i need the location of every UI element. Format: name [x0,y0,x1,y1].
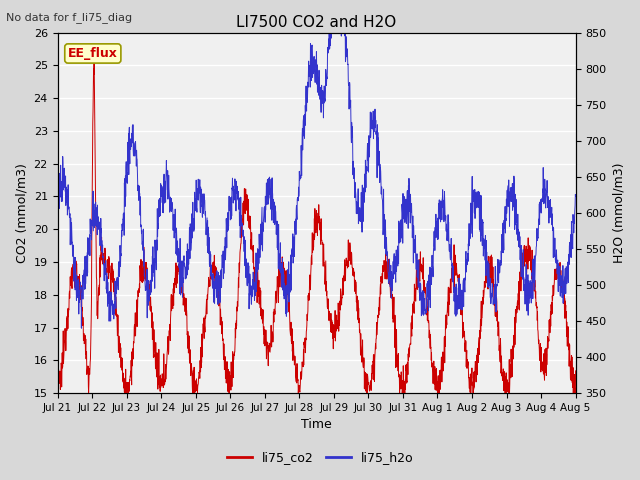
Text: No data for f_li75_diag: No data for f_li75_diag [6,12,132,23]
Y-axis label: H2O (mmol/m3): H2O (mmol/m3) [612,163,625,263]
Legend: li75_co2, li75_h2o: li75_co2, li75_h2o [221,446,419,469]
Title: LI7500 CO2 and H2O: LI7500 CO2 and H2O [236,15,397,30]
X-axis label: Time: Time [301,419,332,432]
Text: EE_flux: EE_flux [68,47,118,60]
Y-axis label: CO2 (mmol/m3): CO2 (mmol/m3) [15,163,28,263]
